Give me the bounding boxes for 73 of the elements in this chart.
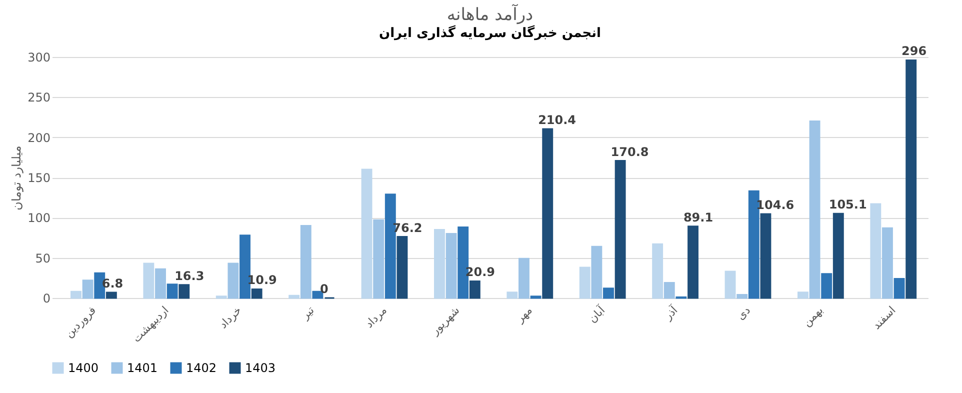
- bar: [797, 292, 808, 299]
- y-tick-label: 100: [28, 211, 50, 226]
- y-tick-label: 250: [28, 90, 50, 105]
- bar: [688, 226, 698, 299]
- bar: [166, 284, 178, 299]
- bar: [652, 243, 664, 299]
- legend-label: 1401: [127, 361, 158, 375]
- y-tick-label: 0: [42, 292, 50, 306]
- x-tick-label: فروردین: [62, 304, 99, 340]
- bar: [434, 228, 445, 299]
- legend-label: 1400: [68, 361, 99, 375]
- data-label: 296: [902, 44, 927, 58]
- y-axis-title: میلیارد تومان: [10, 146, 24, 210]
- x-tick-label: آذر: [660, 302, 681, 324]
- bar: [603, 288, 614, 299]
- bar: [178, 284, 190, 299]
- bar: [240, 234, 250, 299]
- data-label: 0: [320, 282, 328, 296]
- x-tick-label: مرداد: [362, 304, 390, 331]
- bar: [591, 246, 602, 299]
- bar: [821, 273, 832, 299]
- bar: [106, 292, 117, 299]
- bar: [228, 262, 239, 299]
- x-tick-label: بهمن: [800, 304, 826, 330]
- bar: [506, 292, 518, 299]
- y-tick-label: 300: [28, 50, 50, 64]
- x-tick-label: اردیبهشت: [130, 304, 172, 346]
- data-label: 170.8: [610, 144, 649, 159]
- bar: [579, 266, 590, 299]
- bar: [70, 290, 82, 299]
- bar: [143, 262, 154, 299]
- bar: [832, 212, 844, 299]
- x-tick-label: دی: [734, 304, 753, 323]
- bar: [894, 278, 905, 299]
- y-tick-label: 50: [35, 251, 50, 266]
- bar: [396, 236, 408, 299]
- bar: [361, 168, 372, 299]
- x-tick-label: تیر: [298, 304, 317, 322]
- data-label: 16.3: [174, 268, 204, 283]
- chart-subtitle: انجمن خبرگان سرمایه گذاری ایران: [379, 25, 601, 42]
- bar: [724, 270, 736, 299]
- bar: [906, 59, 917, 299]
- data-label: 105.1: [828, 198, 867, 212]
- x-tick-label: مهر: [512, 304, 535, 326]
- bar: [870, 203, 882, 299]
- data-label: 210.4: [538, 112, 576, 127]
- bar: [542, 128, 554, 299]
- x-tick-label: آبان: [585, 302, 608, 326]
- x-tick-label: اسفند: [870, 304, 898, 332]
- bar: [251, 288, 262, 299]
- bar: [82, 280, 94, 299]
- bar: [882, 227, 893, 299]
- bar: [300, 224, 312, 299]
- x-tick-label: شهریور: [428, 304, 462, 338]
- chart-title: درآمد ماهانه: [446, 4, 534, 26]
- bar: [748, 190, 760, 299]
- bar: [446, 232, 457, 299]
- bar: [760, 213, 772, 299]
- bar: [288, 294, 300, 299]
- y-tick-label: 150: [28, 171, 50, 185]
- bar: [809, 120, 820, 299]
- data-label: 89.1: [683, 210, 714, 224]
- bar: [155, 268, 166, 299]
- legend-label: 1402: [186, 361, 217, 375]
- bar: [469, 280, 480, 299]
- y-tick-label: 200: [28, 130, 50, 145]
- bar: [518, 258, 530, 299]
- x-tick-label: خرداد: [216, 304, 244, 332]
- legend-label: 1403: [245, 361, 276, 375]
- bar: [736, 294, 748, 299]
- bar: [664, 282, 675, 299]
- bar: [373, 219, 384, 299]
- bar: [614, 160, 626, 299]
